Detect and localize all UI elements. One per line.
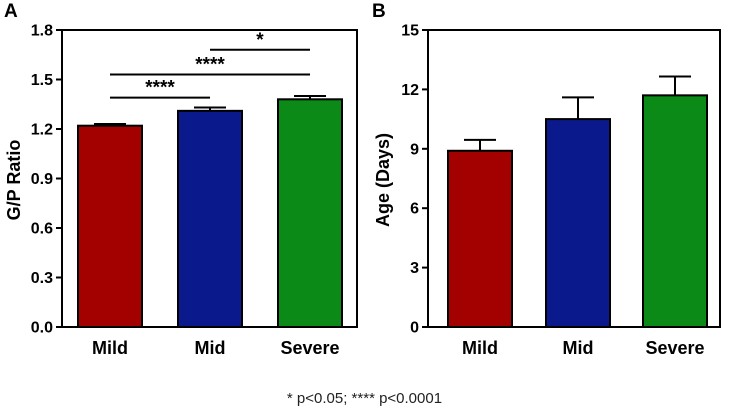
panel-b-bars: Mild Mid Severe [447, 75, 708, 358]
panel-a: A G/P Ratio 0.00.30.60.91.21.51.8 Mild Mi… [4, 1, 358, 358]
panel-b-x-tick-label: Mild [462, 338, 498, 358]
significance-footnote: * p<0.05; **** p<0.0001 [286, 390, 443, 407]
panel-a-x-tick-label: Mild [92, 338, 128, 358]
panel-b-y-axis-title: Age (Days) [373, 133, 393, 227]
panel-a-significance-label: **** [145, 78, 175, 99]
panel-a-y-tick-label: 1.5 [31, 72, 53, 89]
panel-a-significance: ********* [110, 30, 310, 99]
panel-b-x-tick-label: Severe [645, 338, 704, 358]
panel-b-bar-mild [447, 149, 513, 328]
panel-a-y-tick-label: 0.0 [31, 320, 53, 337]
panel-b-x-tick-label: Mid [563, 338, 594, 358]
panel-a-bar-mild [77, 124, 143, 328]
panel-b-y-tick-label: 3 [410, 260, 419, 277]
panel-b-y-tick-label: 6 [410, 201, 419, 218]
panel-a-y-tick-label: 0.9 [31, 171, 53, 188]
panel-b: B Age (Days) 0 3 6 9 12 15 Mild Mid Severe [372, 1, 721, 358]
panel-a-bar-severe [277, 98, 343, 328]
panel-a-significance-label: * [256, 30, 264, 51]
panel-b-bar-mid [545, 118, 611, 328]
panel-b-y-tick-label: 0 [410, 320, 419, 337]
panel-a-y-axis-title: G/P Ratio [4, 140, 24, 221]
panel-a-y-tick-label: 1.8 [31, 23, 53, 40]
panel-a-y-tick-label: 0.3 [31, 270, 53, 287]
panel-a-y-tick-label: 0.6 [31, 221, 53, 238]
panel-a-bars: Mild Mid Severe [77, 95, 343, 358]
panel-a-significance-label: **** [195, 55, 225, 76]
panel-a-bar-mid [177, 109, 243, 328]
panel-a-x-tick-label: Severe [280, 338, 339, 358]
panel-b-letter: B [372, 1, 386, 22]
panel-a-letter: A [4, 1, 18, 22]
panel-b-bar-severe [642, 94, 708, 328]
panel-b-y-tick-label: 9 [410, 141, 419, 158]
panel-a-x-tick-label: Mid [195, 338, 226, 358]
panel-b-y-tick-label: 15 [401, 23, 419, 40]
panel-a-y-tick-label: 1.2 [31, 122, 53, 139]
panel-b-y-tick-label: 12 [401, 82, 419, 99]
